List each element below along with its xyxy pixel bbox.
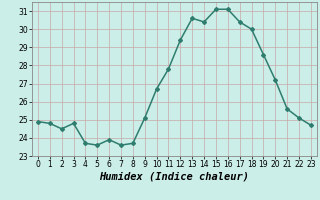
X-axis label: Humidex (Indice chaleur): Humidex (Indice chaleur) — [100, 172, 249, 182]
